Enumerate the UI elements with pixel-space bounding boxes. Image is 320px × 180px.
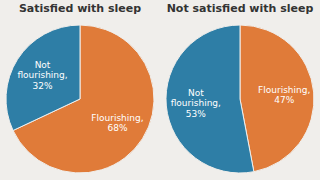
pie-panel: Not satisfied with sleep Flourishing,47% N… bbox=[166, 2, 314, 173]
slice-label-line: Not bbox=[188, 88, 204, 98]
slice-label-line: Flourishing, bbox=[91, 113, 143, 123]
slice-label-line: 32% bbox=[33, 81, 53, 91]
chart-title: Satisfied with sleep bbox=[19, 2, 141, 15]
slice-label-line: 53% bbox=[186, 109, 206, 119]
pie-slice bbox=[240, 25, 314, 172]
pie-slice bbox=[166, 25, 254, 173]
pie: Flourishing,47% Notflourishing,53% bbox=[166, 25, 314, 173]
chart-canvas: Satisfied with sleepFlourishing,68%Notfl… bbox=[0, 0, 320, 180]
slice-label-line: flourishing, bbox=[171, 98, 221, 108]
slice-label: Notflourishing,32% bbox=[17, 60, 67, 92]
slice-label-line: Not bbox=[35, 60, 51, 70]
pie: Flourishing,68% Notflourishing,32% bbox=[6, 25, 154, 173]
slice-label: Flourishing,68% bbox=[91, 113, 143, 134]
slice-label-line: flourishing, bbox=[17, 70, 67, 80]
slice-label: Flourishing,47% bbox=[258, 85, 310, 106]
slice-label-line: 47% bbox=[274, 95, 294, 105]
pie-slice bbox=[6, 25, 80, 131]
pie-panel: Satisfied with sleep Flourishing,68% Notfl… bbox=[6, 2, 154, 173]
slice-label-line: 68% bbox=[107, 123, 127, 133]
slice-label: Notflourishing,53% bbox=[171, 88, 221, 120]
slice-label-line: Flourishing, bbox=[258, 85, 310, 95]
chart-title: Not satisfied with sleep bbox=[167, 2, 314, 15]
